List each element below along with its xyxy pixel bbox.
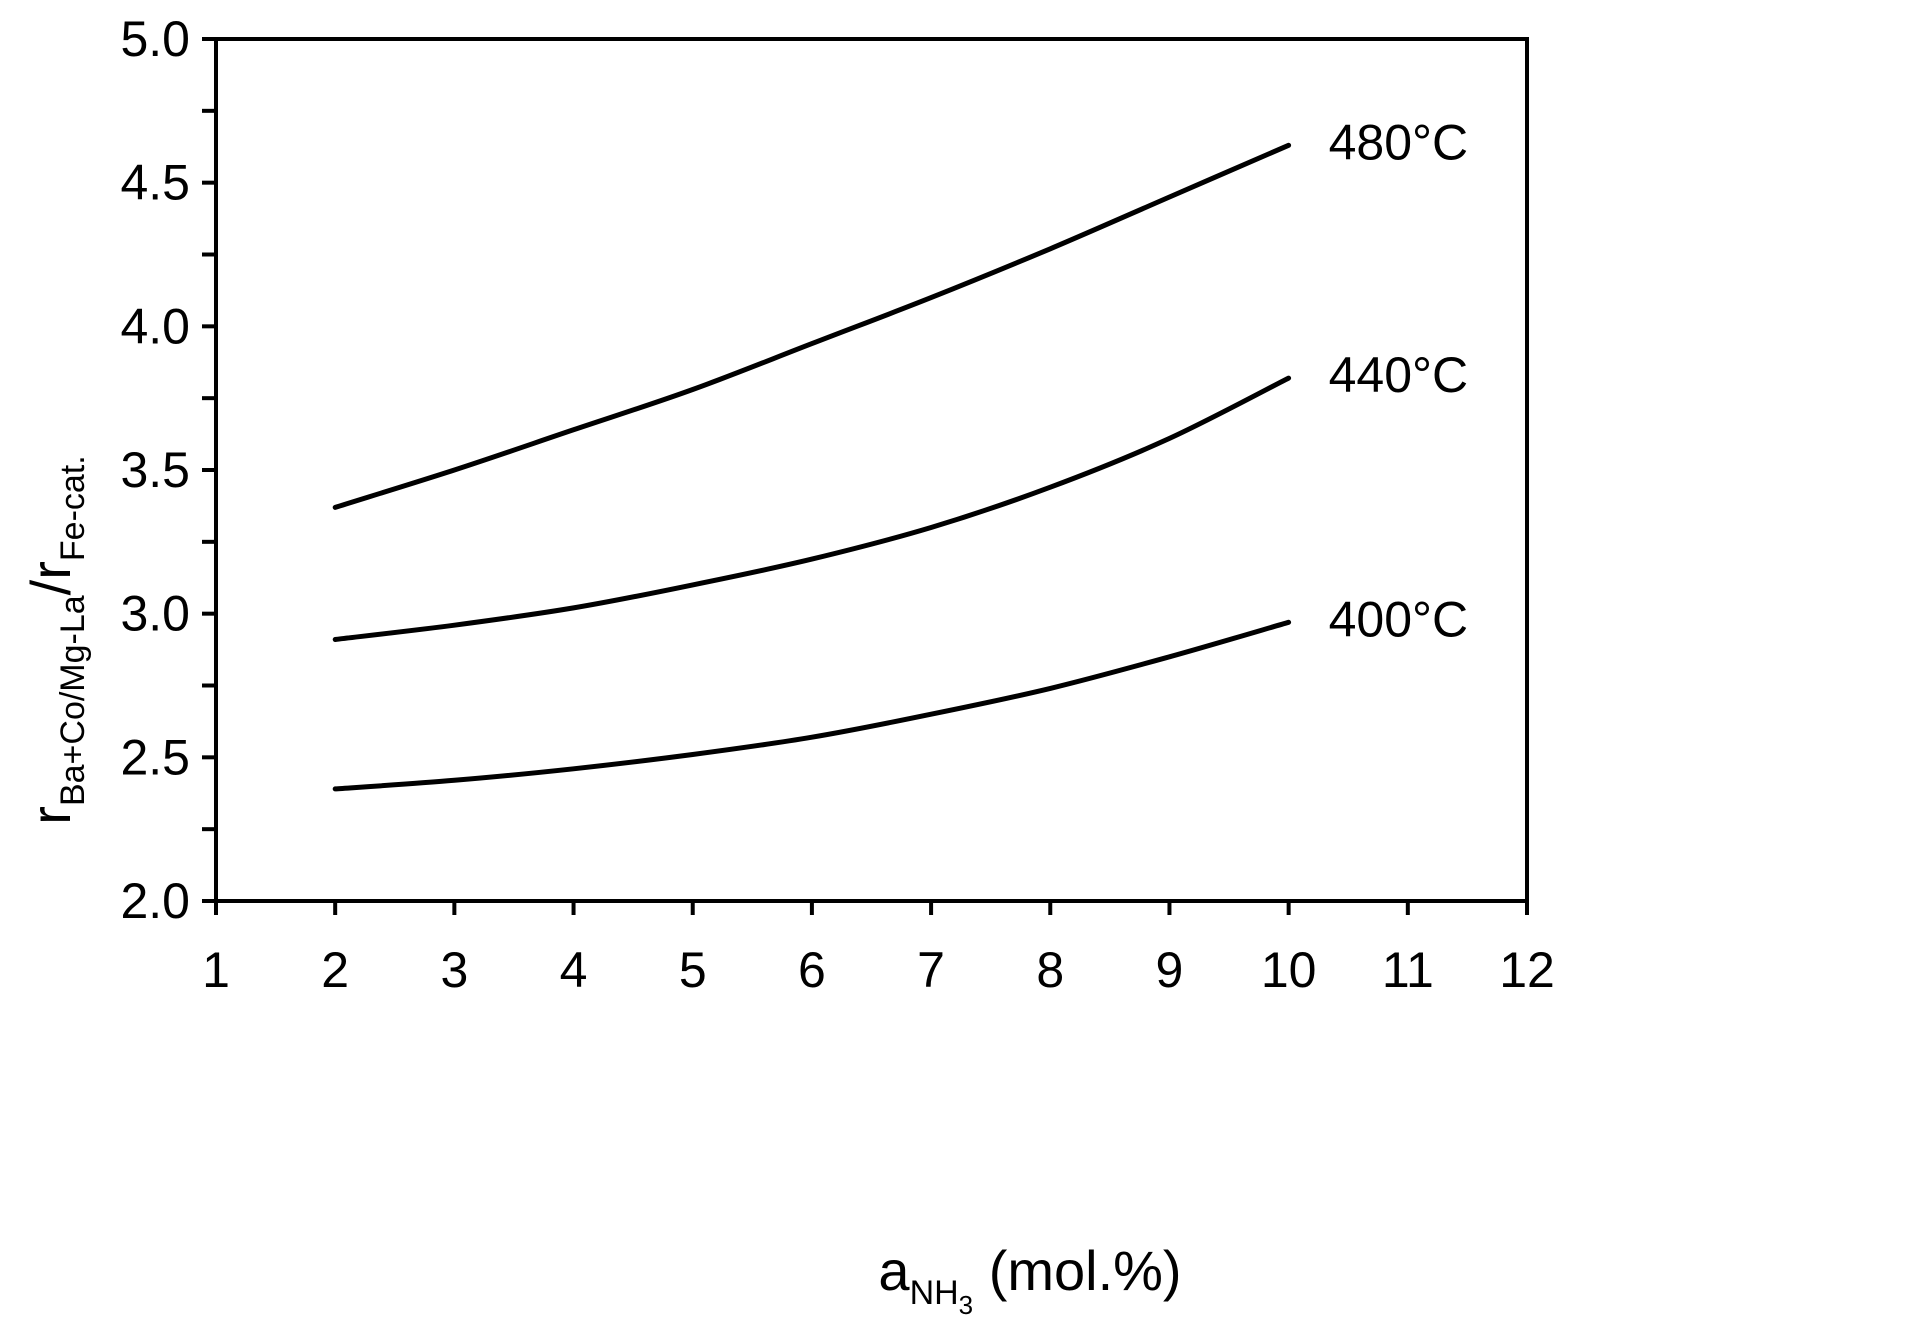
series-line-2 [332,619,1292,792]
x-tick-label: 3 [440,942,468,998]
x-tick-label: 2 [321,942,349,998]
x-tick-label: 6 [798,942,826,998]
series-line-1 [332,375,1292,642]
x-tick-label: 4 [560,942,588,998]
y-axis-title-slash: / [19,579,82,595]
series-label-1: 440°C [1329,347,1469,403]
y-axis: 2.0 2.5 3.0 3.5 4.0 4.5 5.0 [120,11,216,929]
y-tick-label: 5.0 [120,11,190,67]
y-axis-title: rBa+Co/Mg-La/rFe-cat. [19,455,92,824]
x-tick-label: 9 [1156,942,1184,998]
y-tick-label: 4.5 [120,155,190,211]
x-axis: 1 2 3 4 5 6 7 8 9 10 11 12 [202,901,1555,998]
y-tick-label: 2.0 [120,873,190,929]
y-tick-label: 4.0 [120,298,190,354]
x-tick-label: 10 [1261,942,1317,998]
y-axis-title-sub2: Fe-cat. [54,455,92,561]
series-lines [332,142,1292,792]
x-tick-label: 1 [202,942,230,998]
x-axis-title-suffix: (mol.%) [973,1239,1181,1302]
series-label-0: 480°C [1329,114,1469,170]
x-axis-title-base: a [878,1239,910,1302]
series-line-0 [332,142,1292,510]
x-axis-title-subscript: NH [910,1274,959,1312]
y-tick-label: 3.5 [120,442,190,498]
x-tick-label: 5 [679,942,707,998]
y-axis-title-r1: r [19,806,82,825]
y-axis-title-sub1: Ba+Co/Mg-La [54,595,92,806]
x-tick-label: 11 [1382,942,1434,998]
series-label-2: 400°C [1329,591,1469,647]
y-tick-label: 3.0 [120,586,190,642]
y-tick-label: 2.5 [120,729,190,785]
x-tick-label: 12 [1499,942,1555,998]
x-tick-label: 7 [917,942,945,998]
x-axis-title-subsubscript: 3 [959,1290,973,1320]
series-labels: 480°C 440°C 400°C [1329,114,1469,647]
x-axis-title: aNH3 (mol.%) [878,1239,1181,1320]
y-axis-title-r2: r [19,561,82,580]
x-tick-label: 8 [1036,942,1064,998]
